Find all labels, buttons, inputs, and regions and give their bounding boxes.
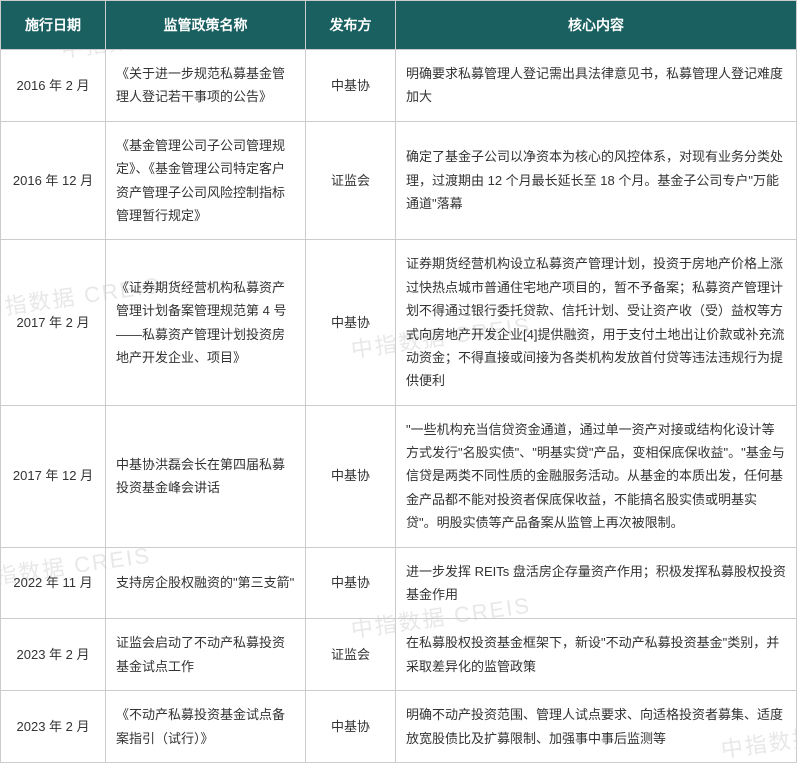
table-row: 2016 年 2 月 《关于进一步规范私募基金管理人登记若干事项的公告》 中基协… [1,50,797,122]
cell-date: 2022 年 11 月 [1,547,106,619]
table-header-row: 施行日期 监管政策名称 发布方 核心内容 [1,1,797,50]
cell-policy: 《关于进一步规范私募基金管理人登记若干事项的公告》 [106,50,306,122]
cell-date: 2017 年 2 月 [1,240,106,405]
cell-policy: 《基金管理公司子公司管理规定》、《基金管理公司特定客户资产管理子公司风险控制指标… [106,121,306,240]
cell-policy: 中基协洪磊会长在第四届私募投资基金峰会讲话 [106,405,306,547]
cell-policy: 证监会启动了不动产私募投资基金试点工作 [106,619,306,691]
header-policy: 监管政策名称 [106,1,306,50]
table-row: 2022 年 11 月 支持房企股权融资的"第三支箭" 中基协 进一步发挥 RE… [1,547,797,619]
cell-date: 2023 年 2 月 [1,619,106,691]
header-issuer: 发布方 [306,1,396,50]
policy-table: 施行日期 监管政策名称 发布方 核心内容 2016 年 2 月 《关于进一步规范… [0,0,797,763]
cell-content: 明确要求私募管理人登记需出具法律意见书，私募管理人登记难度加大 [396,50,797,122]
table-row: 2017 年 12 月 中基协洪磊会长在第四届私募投资基金峰会讲话 中基协 "一… [1,405,797,547]
cell-issuer: 中基协 [306,547,396,619]
cell-issuer: 证监会 [306,619,396,691]
cell-content: 明确不动产投资范围、管理人试点要求、向适格投资者募集、适度放宽股债比及扩募限制、… [396,691,797,763]
cell-date: 2016 年 12 月 [1,121,106,240]
cell-policy: 《证券期货经营机构私募资产管理计划备案管理规范第 4 号——私募资产管理计划投资… [106,240,306,405]
cell-content: 在私募股权投资基金框架下，新设"不动产私募投资基金"类别，并采取差异化的监管政策 [396,619,797,691]
cell-date: 2023 年 2 月 [1,691,106,763]
cell-content: 证券期货经营机构设立私募资产管理计划，投资于房地产价格上涨过快热点城市普通住宅地… [396,240,797,405]
cell-issuer: 中基协 [306,50,396,122]
cell-issuer: 中基协 [306,405,396,547]
table-row: 2023 年 2 月 证监会启动了不动产私募投资基金试点工作 证监会 在私募股权… [1,619,797,691]
cell-date: 2016 年 2 月 [1,50,106,122]
cell-policy: 支持房企股权融资的"第三支箭" [106,547,306,619]
table-body: 2016 年 2 月 《关于进一步规范私募基金管理人登记若干事项的公告》 中基协… [1,50,797,763]
cell-issuer: 证监会 [306,121,396,240]
cell-content: 确定了基金子公司以净资本为核心的风控体系，对现有业务分类处理，过渡期由 12 个… [396,121,797,240]
cell-issuer: 中基协 [306,240,396,405]
cell-content: 进一步发挥 REITs 盘活房企存量资产作用；积极发挥私募股权投资基金作用 [396,547,797,619]
header-content: 核心内容 [396,1,797,50]
cell-policy: 《不动产私募投资基金试点备案指引（试行）》 [106,691,306,763]
cell-content: "一些机构充当信贷资金通道，通过单一资产对接或结构化设计等方式发行"名股实债"、… [396,405,797,547]
header-date: 施行日期 [1,1,106,50]
table-row: 2017 年 2 月 《证券期货经营机构私募资产管理计划备案管理规范第 4 号—… [1,240,797,405]
table-row: 2023 年 2 月 《不动产私募投资基金试点备案指引（试行）》 中基协 明确不… [1,691,797,763]
cell-date: 2017 年 12 月 [1,405,106,547]
table-row: 2016 年 12 月 《基金管理公司子公司管理规定》、《基金管理公司特定客户资… [1,121,797,240]
cell-issuer: 中基协 [306,691,396,763]
